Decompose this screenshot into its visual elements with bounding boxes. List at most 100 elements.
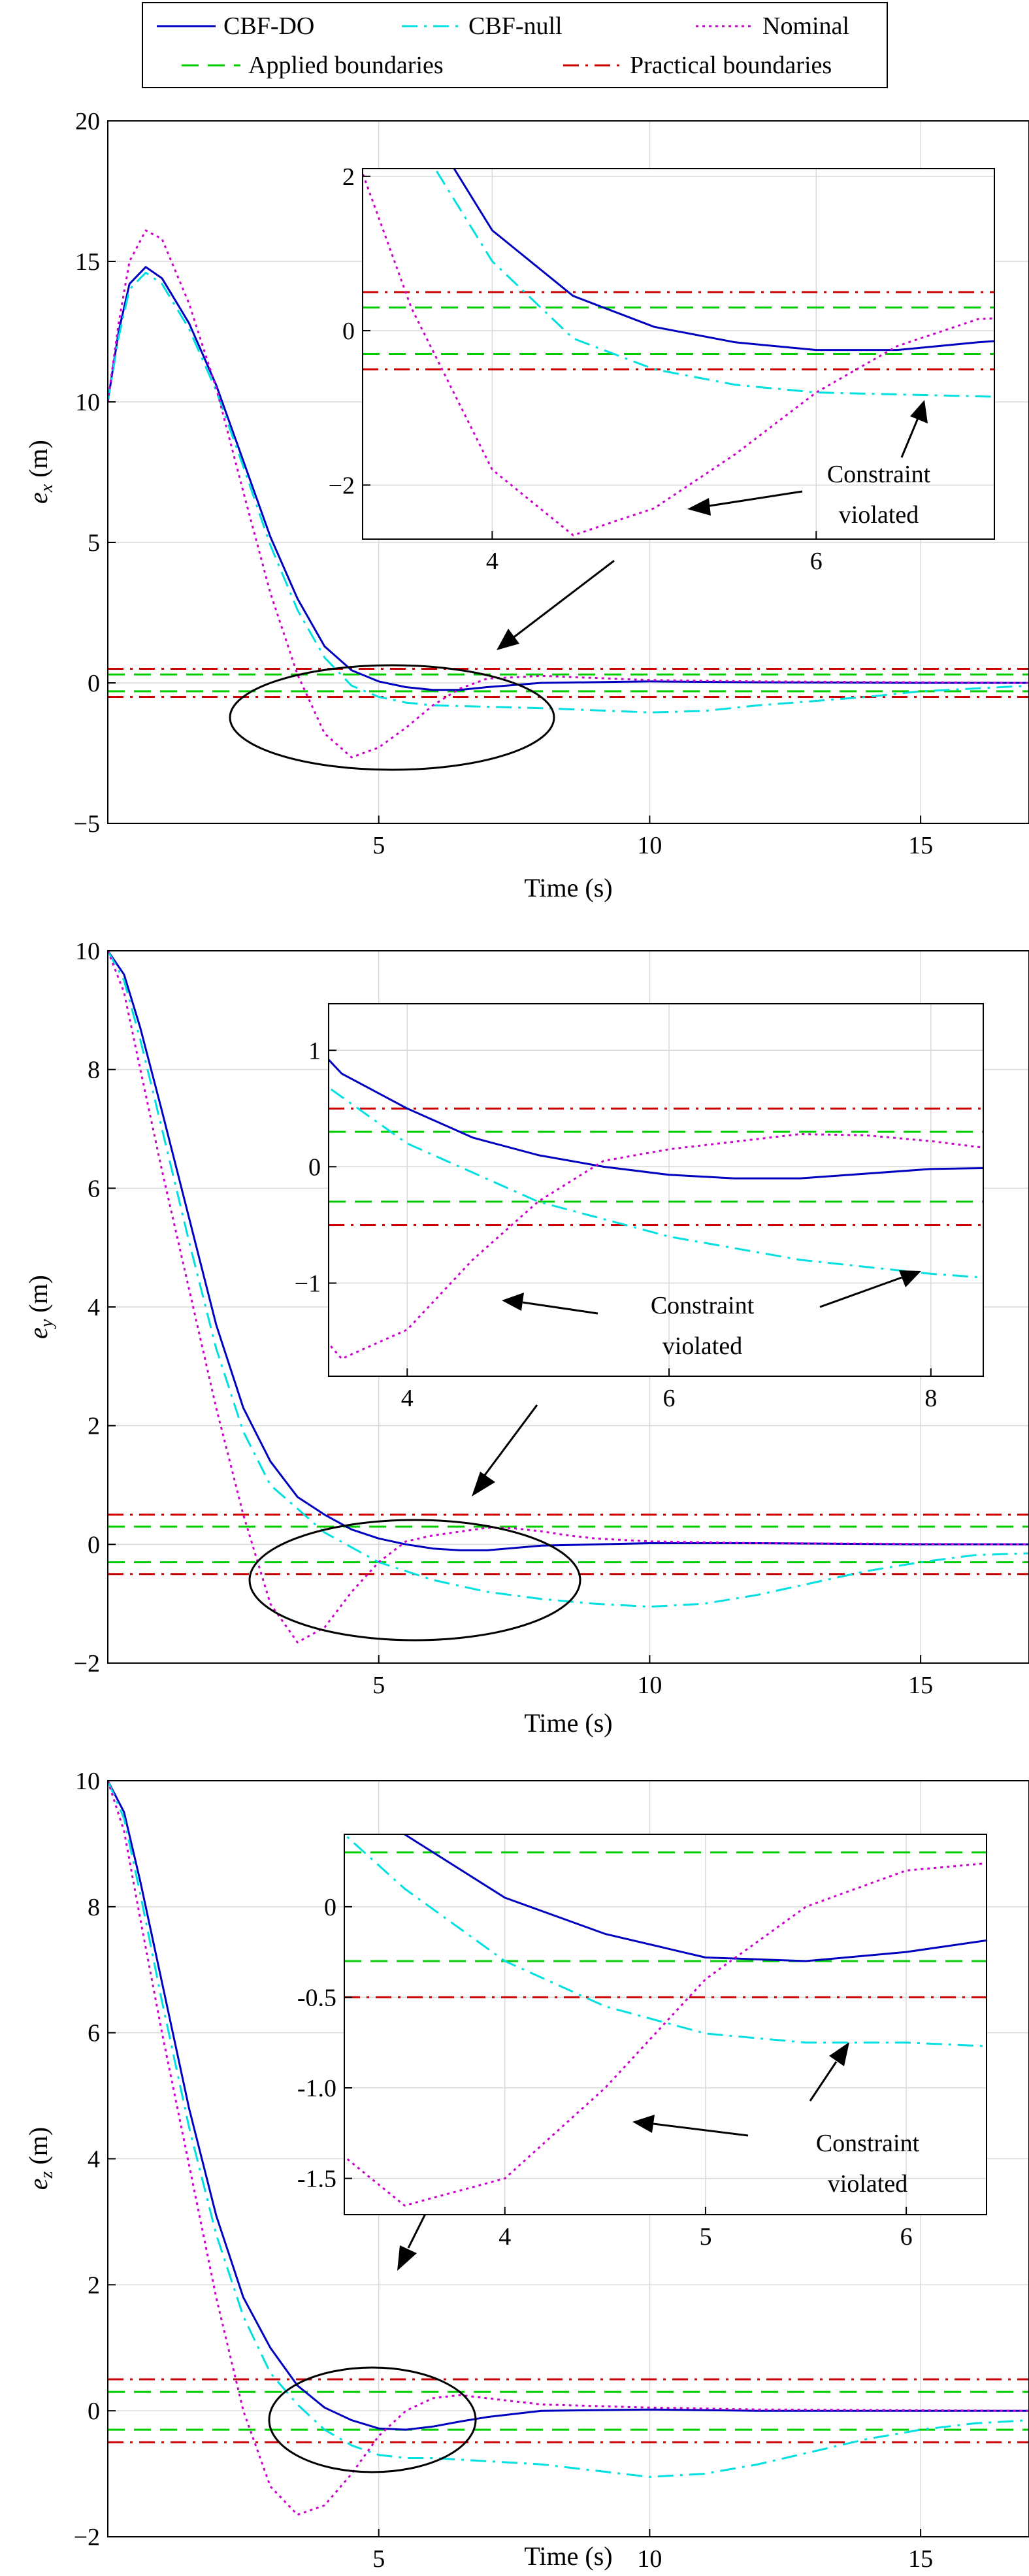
y-axis-sub: z (37, 2171, 57, 2179)
series-line-cbf-null (108, 1781, 1029, 2478)
y-tick-label: -1.0 (297, 2075, 336, 2102)
y-tick-label: -1.5 (297, 2166, 336, 2193)
y-tick-label: 5 (88, 529, 100, 557)
y-tick-label: 10 (75, 1768, 100, 1795)
x-axis-label: Time (s) (524, 873, 612, 902)
legend-label-cbf-null: CBF-null (468, 12, 563, 40)
annotation-arrow-up (809, 2042, 849, 2102)
y-tick-label: 6 (88, 1175, 100, 1202)
panel-ey: 5 10 15 −2 0 2 4 6 8 10 Time (s) ey (m) 4 6 8 −1 0 1 C… (24, 938, 1029, 1738)
inset-axis-ticks: 4 6 −2 0 2 (329, 163, 823, 575)
y-axis-sub: x (37, 484, 57, 493)
x-tick-label: 6 (663, 1385, 676, 1412)
y-tick-label: 0 (88, 670, 100, 697)
annotation-line1: Constraint (816, 2130, 920, 2157)
series-line-cbf-do (108, 1781, 1029, 2431)
y-axis-var: e (24, 2178, 53, 2190)
x-tick-label: 4 (486, 548, 498, 575)
inset-ey: 4 6 8 −1 0 1 Constraint violated (295, 1003, 984, 1412)
y-tick-label: −2 (329, 472, 355, 499)
y-tick-label: 10 (75, 389, 100, 416)
inset-boundary-lines (344, 1851, 987, 1998)
y-tick-label: 4 (88, 1294, 100, 1321)
legend-label-nominal: Nominal (762, 12, 849, 40)
y-axis-label: ez (m) (24, 2127, 57, 2190)
y-tick-label: 0 (308, 1153, 321, 1181)
series-line-cbf-do (453, 169, 994, 352)
series-line-cbf-null (329, 1086, 983, 1279)
series-lines (108, 1781, 1029, 2516)
annotation-line2: violated (662, 1332, 742, 1360)
zoom-arrow (472, 1404, 538, 1496)
series-lines (108, 951, 1029, 1643)
y-axis-unit: (m) (24, 440, 53, 484)
inset-axis-ticks: 4 5 6 -1.5 -1.0 -0.5 0 (297, 1894, 913, 2251)
series-line-cbf-do (108, 951, 1029, 1551)
series-line-cbf-null (344, 1834, 987, 2047)
y-tick-label: 0 (88, 1531, 100, 1559)
zoom-arrow (497, 559, 615, 650)
annotation-line1: Constraint (827, 461, 931, 488)
y-tick-label: 0 (324, 1894, 336, 1921)
inset-frame (344, 1834, 987, 2215)
zoom-region-ellipse (268, 2366, 477, 2473)
y-tick-label: 15 (75, 248, 100, 276)
annotation-line1: Constraint (651, 1292, 755, 1319)
series-line-nominal (108, 229, 1029, 759)
y-tick-label: 2 (342, 163, 355, 191)
inset-grid (329, 1004, 983, 1376)
inset-boundary-lines (363, 291, 994, 371)
x-tick-label: 10 (637, 2545, 662, 2573)
x-tick-label: 5 (372, 1672, 385, 1699)
y-tick-label: 20 (75, 108, 100, 135)
y-axis-sub: y (37, 1319, 57, 1329)
legend-label-practical-boundaries: Practical boundaries (630, 52, 832, 79)
x-tick-label: 4 (401, 1385, 414, 1412)
inset-ez: 4 5 6 -1.5 -1.0 -0.5 0 Constraint violated (297, 1834, 987, 2251)
y-tick-label: −2 (74, 1650, 100, 1677)
y-tick-label: 8 (88, 1057, 100, 1084)
x-tick-label: 10 (637, 832, 662, 859)
legend-label-applied-boundaries: Applied boundaries (248, 52, 444, 79)
zoom-region-ellipse (229, 664, 555, 771)
series-line-nominal (108, 1781, 1029, 2516)
annotation-arrow-right (819, 1270, 921, 1308)
x-tick-label: 15 (908, 2545, 933, 2573)
boundary-lines (108, 2378, 1029, 2443)
y-axis-var: e (24, 1327, 53, 1339)
y-tick-label: −2 (74, 2524, 100, 2551)
zoom-region-ellipse (248, 1519, 581, 1642)
x-axis-label: Time (s) (524, 1708, 612, 1738)
y-tick-label: −1 (295, 1270, 321, 1298)
boundary-lines (108, 1513, 1029, 1576)
panel-ez: 5 10 15 −2 0 2 4 6 8 10 Time (s) ez (m) 4 5 6 -1.5 -1… (24, 1768, 1029, 2573)
y-tick-label: 2 (88, 2271, 100, 2299)
y-tick-label: -0.5 (297, 1984, 336, 2011)
y-tick-label: 6 (88, 2020, 100, 2047)
x-tick-label: 15 (908, 832, 933, 859)
y-axis-label: ey (m) (24, 1275, 57, 1339)
legend-box (142, 2, 888, 88)
x-tick-label: 5 (372, 832, 385, 859)
x-tick-label: 10 (637, 1672, 662, 1699)
y-axis-unit: (m) (24, 1275, 53, 1319)
plot-frame (107, 120, 1029, 824)
y-axis-var: e (24, 492, 53, 504)
inset-background (329, 1004, 983, 1376)
series-lines (108, 229, 1029, 759)
annotation-arrow-left (687, 490, 803, 516)
inset-frame (362, 168, 995, 540)
x-tick-label: 5 (699, 2223, 711, 2251)
inset-series-lines (329, 1058, 983, 1360)
annotation-arrow-left (502, 1293, 598, 1315)
y-tick-label: 0 (88, 2398, 100, 2425)
y-axis-label: ex (m) (24, 440, 57, 504)
y-tick-label: −5 (74, 810, 100, 838)
y-tick-label: 1 (308, 1037, 321, 1065)
series-line-cbf-null (108, 271, 1029, 714)
series-line-cbf-do (329, 1058, 983, 1180)
inset-ex: 4 6 −2 0 2 Constraint violated (329, 163, 995, 575)
